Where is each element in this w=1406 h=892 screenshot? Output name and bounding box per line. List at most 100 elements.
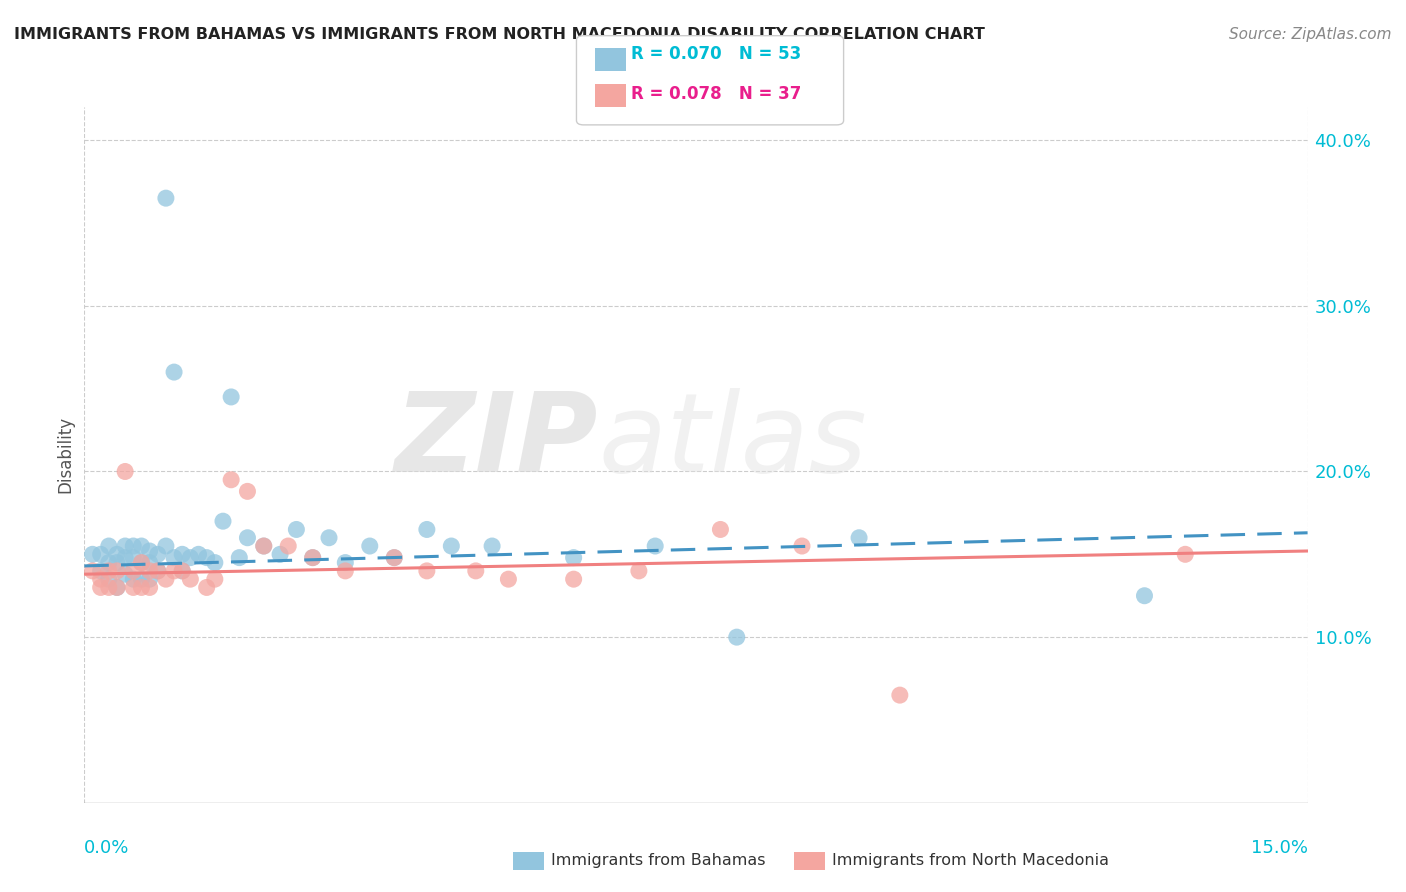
Point: [114, 539, 136, 553]
Point: [1133, 589, 1156, 603]
Point: [562, 572, 585, 586]
Text: Source: ZipAtlas.com: Source: ZipAtlas.com: [1229, 27, 1392, 42]
Point: [253, 539, 276, 553]
Point: [163, 365, 186, 379]
Point: [195, 581, 218, 595]
Point: [105, 581, 128, 595]
Point: [416, 523, 439, 537]
Point: [90, 572, 112, 586]
Point: [889, 688, 911, 702]
Point: [382, 550, 405, 565]
Point: [204, 572, 226, 586]
Point: [131, 572, 153, 586]
Point: [82, 564, 104, 578]
Point: [709, 523, 731, 537]
Text: 15.0%: 15.0%: [1250, 839, 1308, 857]
Point: [114, 567, 136, 582]
Point: [172, 547, 194, 561]
Point: [440, 539, 463, 553]
Text: Disability: Disability: [56, 417, 75, 493]
Point: [146, 564, 169, 578]
Point: [163, 564, 186, 578]
Text: 0.0%: 0.0%: [84, 839, 129, 857]
Point: [90, 547, 112, 561]
Point: [236, 531, 259, 545]
Point: [131, 539, 153, 553]
Point: [179, 572, 201, 586]
Point: [105, 564, 128, 578]
Point: [187, 547, 209, 561]
Point: [204, 556, 226, 570]
Point: [219, 390, 242, 404]
Point: [644, 539, 666, 553]
Point: [335, 564, 357, 578]
Point: [131, 556, 153, 570]
Text: R = 0.070   N = 53: R = 0.070 N = 53: [631, 45, 801, 63]
Point: [498, 572, 520, 586]
Point: [212, 514, 235, 528]
Point: [114, 550, 136, 565]
Point: [105, 581, 128, 595]
Point: [138, 556, 160, 570]
Point: [172, 564, 194, 578]
Point: [627, 564, 650, 578]
Point: [146, 564, 169, 578]
Point: [138, 572, 160, 586]
Point: [269, 547, 291, 561]
Point: [138, 581, 160, 595]
Point: [253, 539, 276, 553]
Point: [236, 484, 259, 499]
Point: [90, 564, 112, 578]
Text: Immigrants from Bahamas: Immigrants from Bahamas: [551, 854, 766, 868]
Point: [114, 465, 136, 479]
Point: [195, 550, 218, 565]
Point: [277, 539, 299, 553]
Point: [105, 556, 128, 570]
Point: [97, 572, 120, 586]
Point: [122, 539, 145, 553]
Point: [131, 556, 153, 570]
Point: [146, 547, 169, 561]
Point: [179, 550, 201, 565]
Point: [301, 550, 323, 565]
Point: [138, 544, 160, 558]
Point: [725, 630, 748, 644]
Point: [848, 531, 870, 545]
Text: IMMIGRANTS FROM BAHAMAS VS IMMIGRANTS FROM NORTH MACEDONIA DISABILITY CORRELATIO: IMMIGRANTS FROM BAHAMAS VS IMMIGRANTS FR…: [14, 27, 986, 42]
Point: [1174, 547, 1197, 561]
Point: [122, 572, 145, 586]
Point: [97, 564, 120, 578]
Point: [359, 539, 381, 553]
Point: [163, 550, 186, 565]
Point: [97, 581, 120, 595]
Point: [155, 572, 177, 586]
Text: R = 0.078   N = 37: R = 0.078 N = 37: [631, 85, 801, 103]
Text: Immigrants from North Macedonia: Immigrants from North Macedonia: [832, 854, 1109, 868]
Point: [82, 547, 104, 561]
Point: [172, 564, 194, 578]
Point: [90, 581, 112, 595]
Point: [464, 564, 486, 578]
Point: [97, 556, 120, 570]
Point: [790, 539, 813, 553]
Point: [122, 581, 145, 595]
Point: [285, 523, 308, 537]
Point: [138, 564, 160, 578]
Point: [416, 564, 439, 578]
Point: [318, 531, 340, 545]
Point: [562, 550, 585, 565]
Point: [105, 547, 128, 561]
Point: [301, 550, 323, 565]
Point: [122, 564, 145, 578]
Point: [155, 191, 177, 205]
Point: [97, 539, 120, 553]
Text: ZIP: ZIP: [395, 387, 598, 494]
Point: [122, 550, 145, 565]
Point: [228, 550, 250, 565]
Point: [155, 539, 177, 553]
Point: [335, 556, 357, 570]
Text: atlas: atlas: [598, 387, 866, 494]
Point: [481, 539, 503, 553]
Point: [219, 473, 242, 487]
Point: [382, 550, 405, 565]
